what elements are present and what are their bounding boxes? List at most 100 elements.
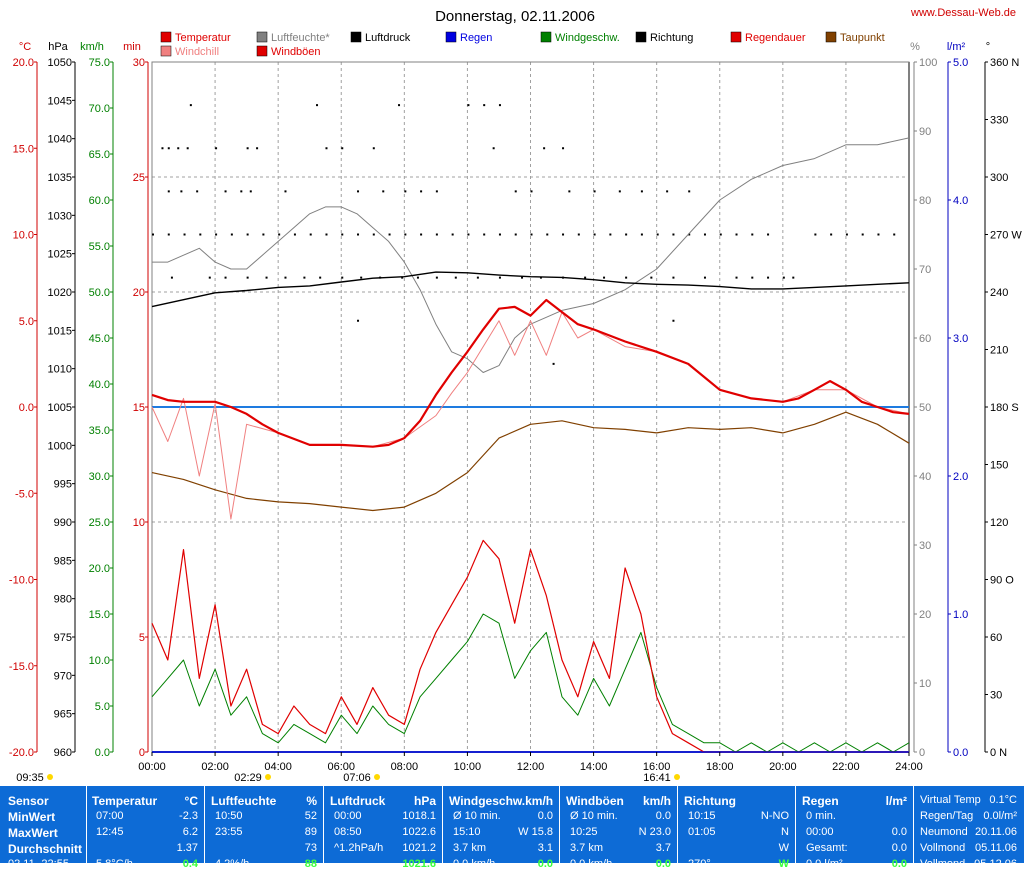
direction-dot: [398, 104, 401, 107]
axis-unit-label: %: [910, 41, 920, 53]
pressure-axis-label: 970: [54, 670, 72, 682]
direction-dot: [186, 147, 189, 150]
direction-dot: [792, 276, 795, 279]
direction-dot: [388, 233, 391, 236]
direction-axis-label: 330: [990, 115, 1008, 127]
footer-cell-key: 0 min.: [806, 810, 836, 822]
wind-axis-label: 40.0: [89, 379, 110, 391]
x-tick-label: 16:00: [643, 761, 671, 773]
footer-label-sensor: Sensor: [8, 794, 49, 808]
wind-axis-label: 65.0: [89, 149, 110, 161]
footer-cell-value: 3.1: [537, 842, 553, 854]
direction-dot: [435, 276, 438, 279]
direction-dot: [404, 233, 407, 236]
sun-time-label: 16:41: [643, 772, 671, 784]
footer-cell-value: 73: [304, 842, 317, 854]
sun-icon: [674, 774, 680, 780]
temp-axis-label: -20.0: [9, 747, 34, 759]
direction-dot: [593, 233, 596, 236]
direction-dot: [180, 190, 183, 193]
pressure-axis-label: 985: [54, 555, 72, 567]
series-temperatur-line: [151, 298, 910, 448]
site-link[interactable]: www.Dessau-Web.de: [910, 7, 1016, 19]
direction-axis-label: 240: [990, 287, 1008, 299]
x-tick-label: 14:00: [580, 761, 608, 773]
footer-cell-value: 0.4: [182, 858, 198, 870]
footer-cell-key: 07:00: [96, 810, 124, 822]
direction-dot: [303, 276, 306, 279]
wind-axis-label: 15.0: [89, 609, 110, 621]
direction-dot: [265, 276, 268, 279]
wind-axis-label: 60.0: [89, 195, 110, 207]
legend-label: Windböen: [271, 46, 321, 58]
direction-dot: [688, 233, 691, 236]
humidity-axis-label: 40: [919, 471, 931, 483]
footer-cell-value: 0.0: [655, 858, 671, 870]
footer-cell-value: 52: [304, 810, 317, 822]
temp-axis-label: 15.0: [13, 143, 34, 155]
temp-axis-label: 20.0: [13, 57, 34, 69]
humidity-axis-label: 70: [919, 264, 931, 276]
footer-cell-value: 1.37: [176, 842, 198, 854]
pressure-axis-label: 995: [54, 479, 72, 491]
footer-cell-value: 88: [304, 858, 317, 870]
direction-dot: [814, 233, 817, 236]
direction-dot: [584, 276, 587, 279]
pressure-axis-label: 1050: [48, 57, 72, 69]
wind-axis-label: 10.0: [89, 655, 110, 667]
footer-col-unit: km/h: [642, 794, 671, 808]
footer-cell-value: W: [778, 842, 789, 854]
direction-dot: [183, 233, 186, 236]
direction-dot: [751, 233, 754, 236]
footer-col-title: Regen: [802, 794, 839, 808]
legend-label: Luftfeuchte*: [271, 32, 330, 44]
footer-cell-key: 5.8°C/h: [96, 858, 133, 870]
footer-cell-value: 3.7: [655, 842, 671, 854]
direction-dot: [167, 233, 170, 236]
footer-cell-key: 12:45: [96, 826, 124, 838]
footer-cell-key: 15:10: [453, 826, 481, 838]
sun-icon: [47, 774, 53, 780]
direction-dot: [514, 190, 517, 193]
temp-axis-label: -5.0: [15, 488, 34, 500]
rainduration-axis-label: 10: [133, 517, 145, 529]
direction-axis-label: 360 N: [990, 57, 1019, 69]
direction-dot: [530, 190, 533, 193]
footer-cell-value: 89: [304, 826, 317, 838]
direction-dot: [454, 276, 457, 279]
x-tick-label: 06:00: [327, 761, 355, 773]
direction-dot: [161, 147, 164, 150]
rain-axis-label: 3.0: [953, 333, 968, 345]
direction-dot: [640, 190, 643, 193]
direction-dot: [877, 233, 880, 236]
wind-axis-label: 30.0: [89, 471, 110, 483]
direction-dot: [341, 233, 344, 236]
footer-cell-value: 0.1°C: [989, 794, 1017, 806]
humidity-axis-label: 50: [919, 402, 931, 414]
direction-dot: [152, 233, 154, 236]
direction-dot: [246, 276, 249, 279]
direction-dot: [703, 233, 706, 236]
direction-dot: [249, 190, 252, 193]
plot-area: [151, 104, 910, 753]
legend-swatch: [445, 31, 457, 43]
direction-dot: [498, 104, 501, 107]
direction-dot: [719, 233, 722, 236]
pressure-axis-label: 1005: [48, 402, 72, 414]
direction-dot: [451, 233, 454, 236]
footer-cell-value: 0.0: [891, 842, 907, 854]
direction-dot: [170, 276, 173, 279]
direction-dot: [215, 147, 218, 150]
direction-axis-label: 180 S: [990, 402, 1019, 414]
pressure-axis-label: 1040: [48, 134, 72, 146]
direction-dot: [577, 233, 580, 236]
direction-dot: [546, 233, 549, 236]
direction-dot: [656, 233, 659, 236]
temp-axis-label: 10.0: [13, 230, 34, 242]
legend-label: Windgeschw.: [555, 32, 620, 44]
axis-unit-label: °C: [19, 41, 31, 53]
footer-col-title: Windgeschw.km/h: [449, 794, 554, 808]
direction-dot: [256, 147, 259, 150]
direction-dot: [404, 190, 407, 193]
footer-col-unit: °C: [184, 794, 198, 808]
